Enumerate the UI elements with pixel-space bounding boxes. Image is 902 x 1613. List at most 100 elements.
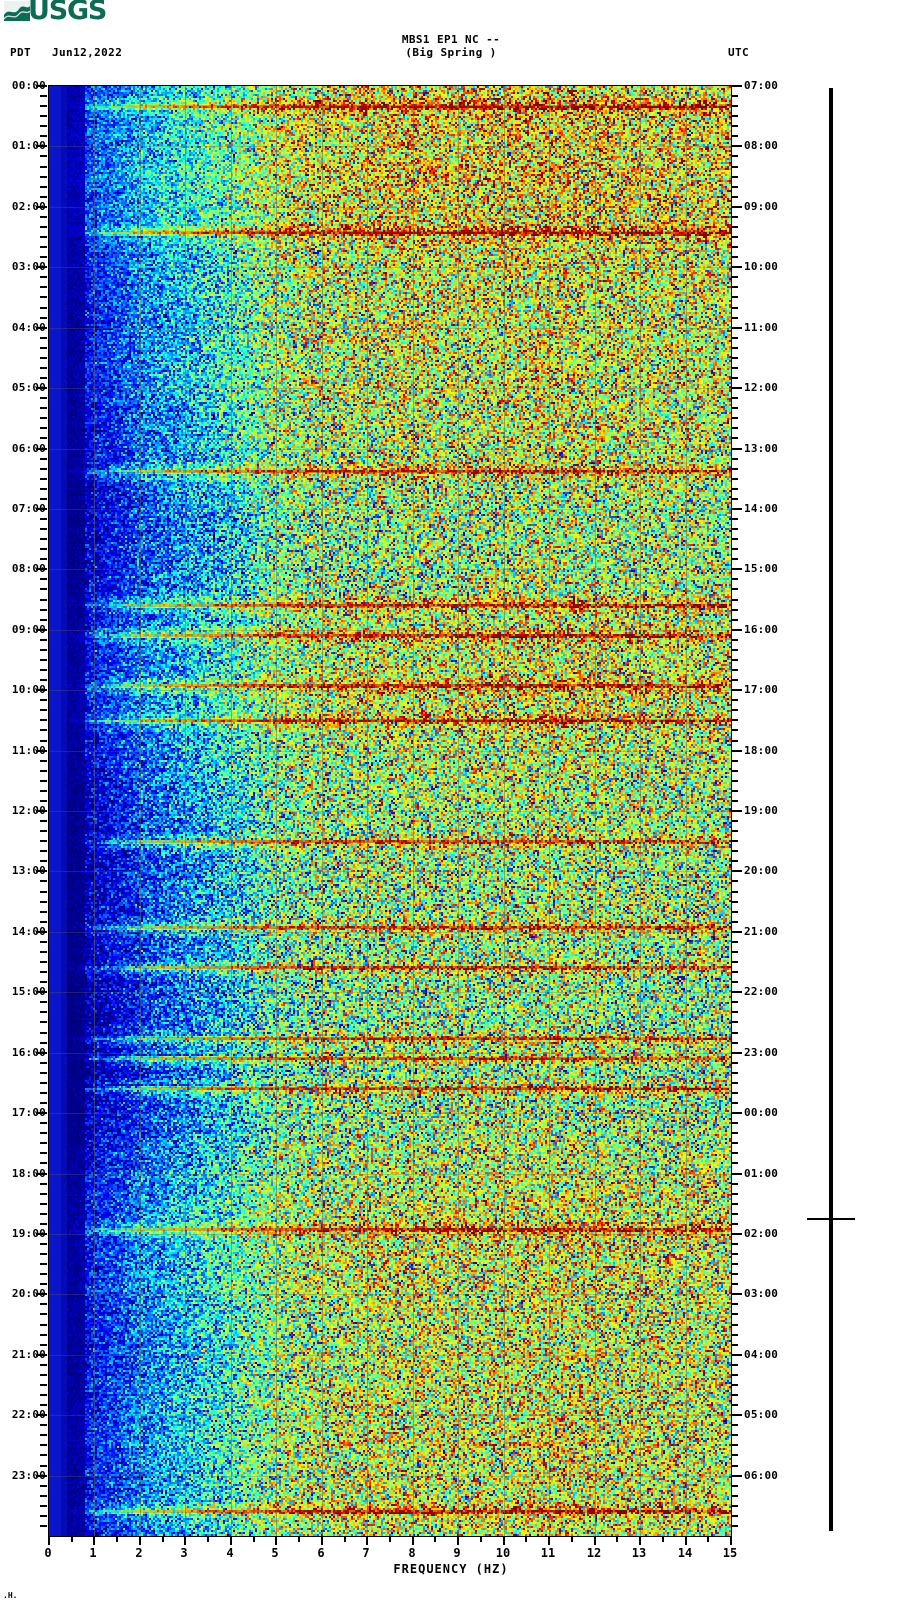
right-axis-minor-tick — [731, 1193, 738, 1195]
right-axis-minor-tick — [731, 911, 738, 913]
right-axis-minor-tick — [731, 498, 738, 500]
right-axis-minor-tick — [731, 578, 738, 580]
left-axis-major-tick — [36, 1293, 47, 1295]
right-axis-minor-tick — [731, 246, 738, 248]
timezone-right-label: UTC — [728, 46, 750, 59]
left-axis-minor-tick — [40, 880, 47, 882]
left-axis-minor-tick — [40, 729, 47, 731]
left-axis-minor-tick — [40, 740, 47, 742]
right-axis-minor-tick — [731, 1152, 738, 1154]
left-axis-time-label: 15:00 — [11, 985, 46, 998]
left-axis-minor-tick — [40, 397, 47, 399]
right-axis-minor-tick — [731, 609, 738, 611]
left-axis-minor-tick — [40, 518, 47, 520]
right-axis-major-tick — [731, 1112, 742, 1114]
left-axis-minor-tick — [40, 1032, 47, 1034]
right-axis-major-tick — [731, 810, 742, 812]
right-axis-minor-tick — [731, 1374, 738, 1376]
right-axis-minor-tick — [731, 1263, 738, 1265]
left-axis-major-tick — [36, 1112, 47, 1114]
left-axis-major-tick — [36, 266, 47, 268]
left-axis-minor-tick — [40, 427, 47, 429]
left-axis-major-tick — [36, 1475, 47, 1477]
left-axis-time-label: 12:00 — [11, 804, 46, 817]
right-axis-minor-tick — [731, 1183, 738, 1185]
right-axis-minor-tick — [731, 709, 738, 711]
right-axis-minor-tick — [731, 105, 738, 107]
left-axis-minor-tick — [40, 901, 47, 903]
frequency-axis-label: 10 — [495, 1546, 511, 1560]
right-axis-minor-tick — [731, 1011, 738, 1013]
right-axis-major-tick — [731, 931, 742, 933]
left-axis-minor-tick — [40, 1021, 47, 1023]
right-axis-minor-tick — [731, 478, 738, 480]
right-axis-minor-tick — [731, 307, 738, 309]
right-axis-time-label: 07:00 — [744, 79, 779, 92]
right-axis-major-tick — [731, 1173, 742, 1175]
right-axis-minor-tick — [731, 1505, 738, 1507]
left-axis-time-label: 02:00 — [11, 200, 46, 213]
right-axis-time-label: 16:00 — [744, 623, 779, 636]
right-axis-minor-tick — [731, 951, 738, 953]
right-axis-minor-tick — [731, 1092, 738, 1094]
left-axis-time-label: 22:00 — [11, 1408, 46, 1421]
left-axis-major-tick — [36, 206, 47, 208]
right-axis-time-label: 08:00 — [744, 139, 779, 152]
left-axis-minor-tick — [40, 1313, 47, 1315]
left-axis-minor-tick — [40, 196, 47, 198]
left-axis-major-tick — [36, 568, 47, 570]
right-axis-minor-tick — [731, 226, 738, 228]
frequency-axis-minor-tick — [71, 1537, 73, 1542]
left-axis-minor-tick — [40, 1324, 47, 1326]
right-axis-minor-tick — [731, 1102, 738, 1104]
left-axis-time-label: 17:00 — [11, 1106, 46, 1119]
right-axis-minor-tick — [731, 135, 738, 137]
right-axis-major-tick — [731, 629, 742, 631]
left-axis-major-tick — [36, 750, 47, 752]
left-axis-minor-tick — [40, 1434, 47, 1436]
right-axis-major-tick — [731, 266, 742, 268]
left-axis-major-tick — [36, 145, 47, 147]
station-title-line2: (Big Spring ) — [405, 46, 497, 59]
right-axis-time-label: 18:00 — [744, 744, 779, 757]
frequency-axis-minor-tick — [662, 1537, 664, 1542]
right-axis-minor-tick — [731, 1132, 738, 1134]
frequency-axis-minor-tick — [480, 1537, 482, 1542]
left-axis-time-label: 16:00 — [11, 1046, 46, 1059]
right-axis-minor-tick — [731, 820, 738, 822]
left-axis-minor-tick — [40, 1152, 47, 1154]
left-axis-minor-tick — [40, 800, 47, 802]
spectrogram-canvas[interactable] — [49, 86, 731, 1536]
right-axis-minor-tick — [731, 1082, 738, 1084]
right-axis-minor-tick — [731, 699, 738, 701]
right-axis-major-tick — [731, 1414, 742, 1416]
left-axis-time-label: 07:00 — [11, 502, 46, 515]
right-axis-time-label: 20:00 — [744, 864, 779, 877]
right-axis-minor-tick — [731, 216, 738, 218]
left-axis-minor-tick — [40, 850, 47, 852]
left-axis-minor-tick — [40, 981, 47, 983]
right-axis-minor-tick — [731, 719, 738, 721]
left-axis-minor-tick — [40, 1263, 47, 1265]
left-axis-minor-tick — [40, 1505, 47, 1507]
right-axis-minor-tick — [731, 1424, 738, 1426]
left-axis-time-label: 08:00 — [11, 562, 46, 575]
right-axis-minor-tick — [731, 971, 738, 973]
left-axis-major-tick — [36, 870, 47, 872]
left-axis-minor-tick — [40, 437, 47, 439]
right-axis-minor-tick — [731, 95, 738, 97]
left-axis-minor-tick — [40, 669, 47, 671]
left-axis-minor-tick — [40, 1092, 47, 1094]
right-axis-minor-tick — [731, 760, 738, 762]
frequency-axis-major-tick — [730, 1537, 732, 1545]
right-axis-minor-tick — [731, 921, 738, 923]
right-axis-minor-tick — [731, 659, 738, 661]
left-axis-minor-tick — [40, 1082, 47, 1084]
left-axis-minor-tick — [40, 1374, 47, 1376]
right-axis-minor-tick — [731, 1324, 738, 1326]
left-axis-minor-tick — [40, 246, 47, 248]
spectrogram-plot[interactable] — [48, 85, 732, 1537]
left-axis-minor-tick — [40, 951, 47, 953]
left-axis-minor-tick — [40, 649, 47, 651]
left-axis-minor-tick — [40, 1465, 47, 1467]
